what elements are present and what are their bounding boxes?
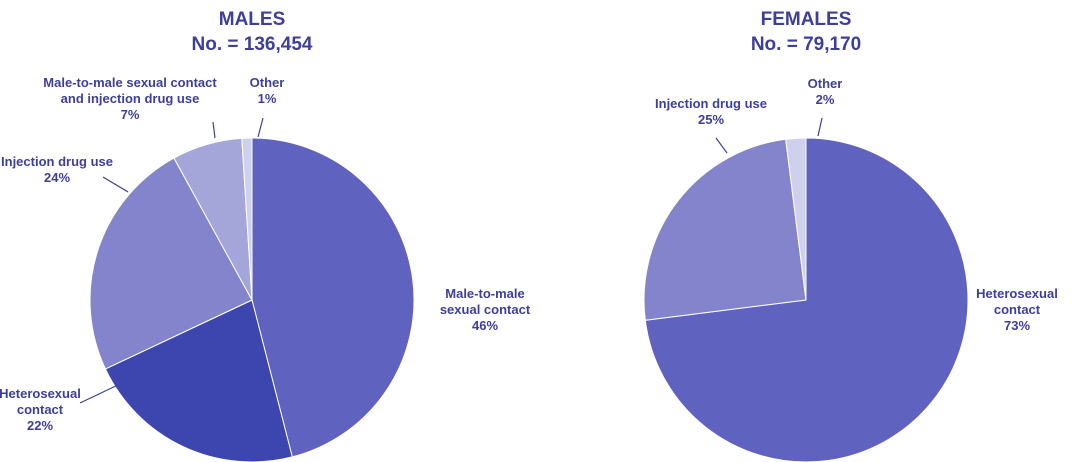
males-label-heterosexual-contact-line-1: Heterosexual [0,386,81,401]
males-chart-subtitle: No. = 136,454 [192,34,313,55]
males-label-male-to-male-sexual-contact-line-1: Male-to-male [445,286,524,301]
males-label-other-leader-line [257,117,264,138]
females-label-injection-drug-use-leader-line [715,137,728,154]
females-slice-injection-drug-use [643,138,807,321]
females-label-injection-drug-use-percent: 25% [698,112,724,127]
females-label-other-leader-line [817,117,823,137]
males-label-male-to-male-sexual-contact-and-injection-drug-use-line-1: Male-to-male sexual contact [43,75,217,90]
males-label-injection-drug-use-line-1: Injection drug use [1,154,113,169]
males-label-heterosexual-contact-line-2: contact [17,402,64,417]
females-label-heterosexual-contact-line-1: Heterosexual [976,286,1058,301]
males-slice-heterosexual-contact [104,299,293,462]
females-label-other-line-1: Other [808,76,843,91]
females-chart-subtitle: No. = 79,170 [751,34,861,55]
females-slice-other [785,137,807,301]
males-label-other-line-1: Other [250,75,285,90]
males-chart-title: MALES [219,9,286,30]
males-label-male-to-male-sexual-contact-and-injection-drug-use-line-2: and injection drug use [61,91,200,106]
males-label-male-to-male-sexual-contact-percent: 46% [472,318,498,333]
males-label-male-to-male-sexual-contact-line-2: sexual contact [440,302,531,317]
females-chart-title: FEMALES [761,9,852,30]
males-slice-other [241,137,253,301]
males-label-injection-drug-use-percent: 24% [44,170,70,185]
males-label-male-to-male-sexual-contact-and-injection-drug-use-leader-line [212,121,216,139]
females-slice-heterosexual-contact [644,137,969,462]
females-pie-chart: FEMALES No. = 79,170 Heterosexualcontact73… [643,9,1058,462]
males-label-male-to-male-sexual-contact-and-injection-drug-use-percent: 7% [121,107,140,122]
males-label-heterosexual-contact-leader-line [79,383,121,404]
males-label-heterosexual-contact-percent: 22% [27,418,53,433]
females-label-injection-drug-use-line-1: Injection drug use [655,96,767,111]
males-slice-injection-drug-use [89,157,253,370]
males-label-other-percent: 1% [258,91,277,106]
males-label-injection-drug-use-leader-line [102,176,129,193]
females-label-other-percent: 2% [816,92,835,107]
females-label-heterosexual-contact-line-2: contact [994,302,1041,317]
females-label-heterosexual-contact-percent: 73% [1004,318,1030,333]
males-slice-male-to-male-sexual-contact [251,137,415,458]
